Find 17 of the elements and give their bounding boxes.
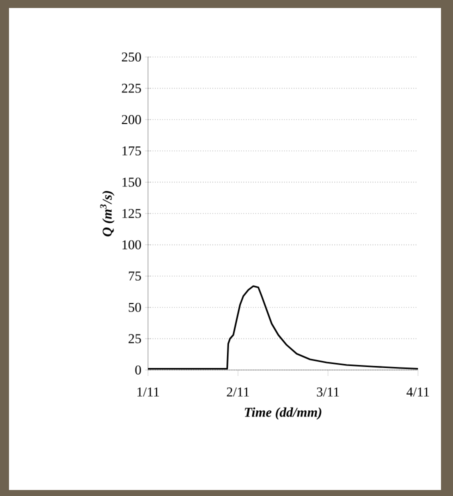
y-tick-label: 100 — [122, 240, 141, 250]
x-tick-label: 2/11 — [226, 388, 249, 397]
x-tick-label: 3/11 — [316, 388, 339, 397]
y-axis-title: Q (m$^{3}$/s) — [100, 191, 114, 236]
x-tick-label: 1/11 — [137, 388, 159, 397]
x-tick-label: 4/11 — [406, 388, 429, 397]
y-tick-label: 250 — [122, 52, 141, 62]
y-tick-label: 175 — [122, 146, 141, 156]
y-tick-label: 50 — [128, 302, 141, 312]
y-tick-label: 125 — [122, 208, 141, 218]
x-axis-title: Time (dd/mm) — [244, 407, 322, 420]
y-tick-label: 0 — [135, 365, 141, 375]
y-tick-label: 25 — [128, 334, 141, 344]
y-tick-label: 75 — [128, 272, 141, 281]
y-tick-label: 150 — [122, 178, 141, 187]
y-tick-label: 225 — [122, 84, 141, 93]
y-tick-label: 200 — [122, 115, 141, 124]
